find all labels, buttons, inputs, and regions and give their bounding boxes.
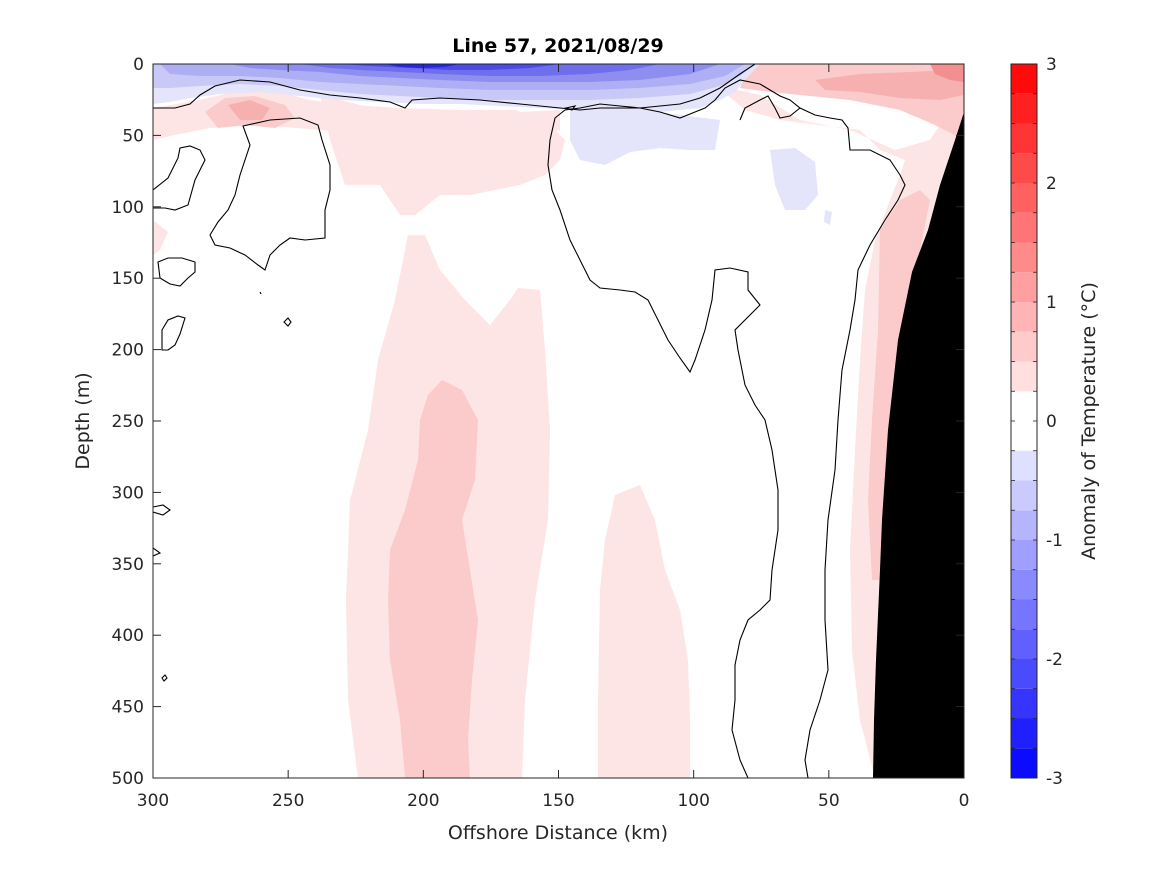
x-tick-label: 300	[137, 791, 169, 811]
land-mask	[873, 112, 964, 778]
y-tick-label: 100	[112, 198, 144, 218]
colorbar-tick-label: 2	[1046, 174, 1057, 194]
colorbar-swatch	[1011, 331, 1037, 362]
colorbar-swatch	[1011, 510, 1037, 540]
axis-ticks: 300 250 200 150 100 50 00501001502002503003504…	[112, 55, 970, 811]
colorbar-swatch	[1011, 242, 1037, 273]
y-tick-label: 300	[112, 483, 144, 503]
zero-contours	[153, 64, 906, 778]
colorbar-swatch	[1011, 272, 1037, 302]
warm-surface-nearshore-core	[815, 70, 964, 100]
anomaly-field	[153, 64, 964, 778]
plot-background	[153, 64, 964, 778]
colorbar-swatch	[1011, 93, 1037, 124]
colorbar-swatch	[1011, 123, 1037, 154]
x-tick-label: 200	[407, 791, 439, 811]
y-tick-label: 350	[112, 555, 144, 575]
colorbar-swatch	[1011, 748, 1037, 778]
colorbar-swatch	[1011, 718, 1037, 749]
colorbar-label: Anomaly of Temperature (°C)	[1078, 282, 1100, 560]
colorbar-swatch	[1011, 361, 1037, 392]
colorbar-swatch	[1011, 421, 1037, 451]
colorbar-tick-label: -2	[1046, 650, 1063, 670]
warm-surface-nearshore-peak	[930, 64, 964, 82]
y-tick-label: 0	[133, 55, 144, 75]
warm-tongue	[598, 485, 690, 778]
x-axis-label: Offshore Distance (km)	[448, 822, 668, 844]
colorbar-swatch	[1011, 153, 1037, 183]
warm-region-coastal-core	[868, 190, 930, 580]
chart-title: Line 57, 2021/08/29	[452, 35, 664, 57]
colorbar-tick-label: 1	[1046, 293, 1057, 313]
x-tick-label: 250	[272, 791, 304, 811]
colorbar: -3 -2 -1 0 1 2 3	[1010, 55, 1063, 789]
colorbar-tick-label: -1	[1046, 531, 1063, 551]
warm-region-west	[153, 220, 168, 255]
warm-core-deep	[388, 380, 478, 778]
colorbar-tick-label: 0	[1046, 412, 1057, 432]
colorbar-swatch	[1011, 599, 1037, 630]
y-tick-label: 450	[112, 698, 144, 718]
x-tick-label: 0	[959, 791, 970, 811]
colorbar-swatch	[1011, 659, 1037, 689]
colorbar-tick-label: -3	[1046, 769, 1063, 789]
cool-patch-3	[824, 210, 832, 225]
colorbar-frame	[1010, 63, 1038, 779]
colorbar-swatch	[1011, 569, 1037, 600]
colorbar-swatch	[1011, 391, 1037, 421]
y-tick-label: 150	[112, 269, 144, 289]
colorbar-swatch	[1011, 540, 1037, 570]
colorbar-swatch	[1011, 629, 1037, 659]
colorbar-tick-label: 3	[1046, 55, 1057, 75]
cold-layer-core	[385, 64, 460, 68]
x-tick-label: 100	[677, 791, 709, 811]
y-tick-label: 400	[112, 626, 144, 646]
y-axis-label: Depth (m)	[72, 372, 94, 469]
colorbar-swatch	[1011, 302, 1037, 332]
warm-patch-west-core	[228, 100, 270, 120]
cool-patch-1	[570, 108, 720, 165]
colorbar-swatch	[1011, 688, 1037, 719]
colorbar-swatch	[1011, 480, 1037, 511]
x-tick-label: 150	[542, 791, 574, 811]
colorbar-swatch	[1011, 450, 1037, 481]
cool-patch-2	[770, 148, 818, 210]
y-tick-label: 500	[112, 769, 144, 789]
y-tick-label: 50	[122, 126, 144, 146]
colorbar-swatch	[1011, 64, 1037, 94]
y-tick-label: 250	[112, 412, 144, 432]
x-tick-label: 50	[818, 791, 840, 811]
colorbar-swatch	[1011, 212, 1037, 243]
colorbar-swatch	[1011, 183, 1037, 213]
y-tick-label: 200	[112, 341, 144, 361]
